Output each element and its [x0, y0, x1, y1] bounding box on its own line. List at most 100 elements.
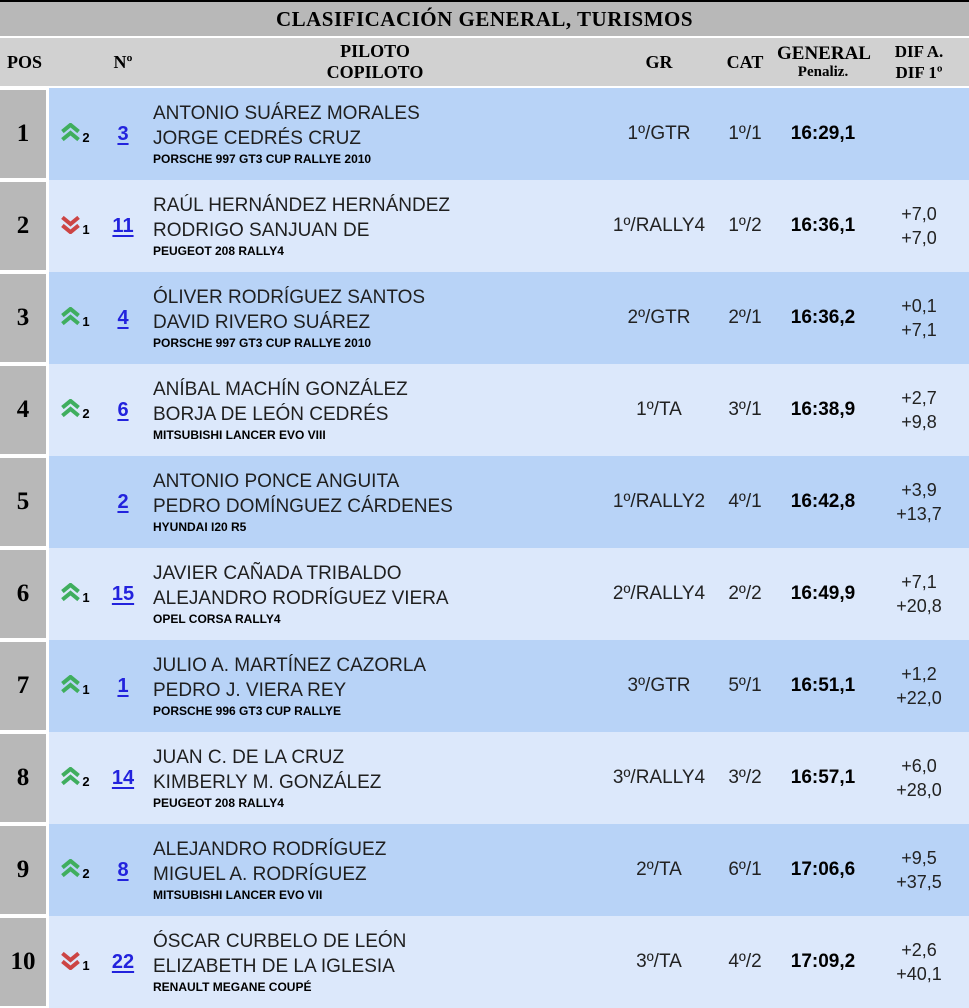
column-header-diff: DIF A. DIF 1º — [869, 41, 969, 83]
column-header-diff-prev: DIF A. — [894, 42, 944, 61]
car-number-cell: 11 — [101, 215, 145, 238]
double-chevron-down-icon — [61, 215, 81, 234]
column-header-pilot: PILOTO — [340, 41, 410, 61]
column-header-copilot: COPILOTO — [326, 62, 424, 82]
group-position: 3º/TA — [636, 951, 682, 972]
car-number-link[interactable]: 8 — [117, 858, 129, 881]
car-number-link[interactable]: 15 — [111, 582, 135, 605]
category-position: 4º/2 — [728, 951, 762, 972]
diff-to-first: +20,8 — [896, 596, 942, 616]
diff-cell: +7,0 +7,0 — [869, 202, 969, 250]
car-model: MITSUBISHI LANCER EVO VII — [153, 888, 323, 902]
group-position: 2º/GTR — [627, 307, 691, 328]
position-cell: 10 — [0, 918, 46, 1006]
car-model: PORSCHE 997 GT3 CUP RALLYE 2010 — [153, 336, 372, 350]
codriver-name: RODRIGO SANJUAN DE — [153, 220, 370, 241]
driver-name: ANÍBAL MACHÍN GONZÁLEZ — [153, 379, 408, 400]
group-position: 1º/GTR — [627, 123, 691, 144]
car-number-cell: 14 — [101, 767, 145, 790]
general-time: 17:09,2 — [790, 951, 856, 972]
car-model: MITSUBISHI LANCER EVO VIII — [153, 428, 326, 442]
codriver-name: PEDRO J. VIERA REY — [153, 680, 347, 701]
car-model: PORSCHE 997 GT3 CUP RALLYE 2010 — [153, 152, 372, 166]
double-chevron-up-icon — [61, 583, 81, 602]
driver-name: ÓLIVER RODRÍGUEZ SANTOS — [153, 287, 426, 308]
category-position: 4º/1 — [728, 491, 762, 512]
double-chevron-up-icon — [61, 123, 81, 142]
diff-to-previous: +1,2 — [901, 664, 937, 684]
driver-name: JAVIER CAÑADA TRIBALDO — [153, 563, 402, 584]
row-body: 2 ANTONIO PONCE ANGUITA PEDRO DOMÍNGUEZ … — [49, 456, 969, 548]
table-row: 9 2 8 ALEJANDRO RODRÍGUEZ MIGUEL A. RODR… — [0, 824, 969, 916]
diff-cell: +2,7 +9,8 — [869, 386, 969, 434]
diff-to-first: +37,5 — [896, 872, 942, 892]
car-number-link[interactable]: 4 — [117, 306, 129, 329]
car-number-link[interactable]: 11 — [112, 214, 134, 237]
category-position: 5º/1 — [728, 675, 762, 696]
codriver-name: JORGE CEDRÉS CRUZ — [153, 128, 361, 149]
position-change-cell: 2 — [49, 399, 101, 421]
car-number-link[interactable]: 1 — [117, 674, 129, 697]
row-body: 2 14 JUAN C. DE LA CRUZ KIMBERLY M. GONZ… — [49, 732, 969, 824]
position-change-cell: 1 — [49, 951, 101, 973]
category-position: 3º/1 — [728, 399, 762, 420]
car-model: PEUGEOT 208 RALLY4 — [153, 244, 284, 258]
position-change-value: 2 — [82, 130, 90, 145]
position-change-indicator: 1 — [60, 675, 90, 697]
general-time: 16:29,1 — [790, 123, 856, 144]
general-time: 16:51,1 — [790, 675, 856, 696]
table-row: 7 1 1 JULIO A. MARTÍNEZ CAZORLA PEDRO J.… — [0, 640, 969, 732]
diff-cell: +1,2 +22,0 — [869, 662, 969, 710]
codriver-name: PEDRO DOMÍNGUEZ CÁRDENES — [153, 496, 453, 517]
table-row: 10 1 22 ÓSCAR CURBELO DE LEÓN ELIZABETH … — [0, 916, 969, 1008]
position-change-value: 2 — [82, 774, 90, 789]
car-number-cell: 4 — [101, 307, 145, 330]
category-position: 2º/2 — [728, 583, 762, 604]
car-number-cell: 6 — [101, 399, 145, 422]
driver-name: JULIO A. MARTÍNEZ CAZORLA — [153, 655, 427, 676]
row-body: 2 6 ANÍBAL MACHÍN GONZÁLEZ BORJA DE LEÓN… — [49, 364, 969, 456]
car-number-link[interactable]: 22 — [111, 950, 135, 973]
position-cell: 6 — [0, 550, 46, 638]
crew-cell: ÓLIVER RODRÍGUEZ SANTOS DAVID RIVERO SUÁ… — [145, 285, 605, 351]
crew-cell: ÓSCAR CURBELO DE LEÓN ELIZABETH DE LA IG… — [145, 929, 605, 995]
codriver-name: KIMBERLY M. GONZÁLEZ — [153, 772, 382, 793]
position-change-value: 2 — [82, 406, 90, 421]
position-change-value: 2 — [82, 866, 90, 881]
diff-to-previous: +7,0 — [901, 204, 937, 224]
car-model: OPEL CORSA RALLY4 — [153, 612, 281, 626]
position-cell: 8 — [0, 734, 46, 822]
car-number-link[interactable]: 2 — [117, 490, 129, 513]
diff-to-first: +13,7 — [896, 504, 942, 524]
table-row: 6 1 15 JAVIER CAÑADA TRIBALDO ALEJANDRO … — [0, 548, 969, 640]
car-number-link[interactable]: 14 — [111, 766, 135, 789]
position-change-cell: 2 — [49, 859, 101, 881]
general-time: 17:06,6 — [790, 859, 856, 880]
driver-name: ANTONIO PONCE ANGUITA — [153, 471, 400, 492]
column-header-general: GENERAL Penaliz. — [777, 43, 871, 81]
diff-cell: +9,5 +37,5 — [869, 846, 969, 894]
table-row: 3 1 4 ÓLIVER RODRÍGUEZ SANTOS DAVID RIVE… — [0, 272, 969, 364]
diff-to-first: +22,0 — [896, 688, 942, 708]
car-number-link[interactable]: 3 — [117, 122, 129, 145]
position-change-indicator: 1 — [60, 951, 90, 973]
diff-to-first: +28,0 — [896, 780, 942, 800]
position-cell: 5 — [0, 458, 46, 546]
diff-to-previous: +2,7 — [901, 388, 937, 408]
row-body: 1 15 JAVIER CAÑADA TRIBALDO ALEJANDRO RO… — [49, 548, 969, 640]
double-chevron-up-icon — [61, 307, 81, 326]
table-row: 1 2 3 ANTONIO SUÁREZ MORALES JORGE CEDRÉ… — [0, 88, 969, 180]
double-chevron-up-icon — [61, 859, 81, 878]
diff-to-first: +40,1 — [896, 964, 942, 984]
position-cell: 2 — [0, 182, 46, 270]
group-position: 3º/GTR — [627, 675, 691, 696]
column-header-crew: PILOTO COPILOTO — [145, 41, 605, 83]
group-position: 2º/TA — [636, 859, 682, 880]
driver-name: RAÚL HERNÁNDEZ HERNÁNDEZ — [153, 195, 450, 216]
position-change-cell: 1 — [49, 675, 101, 697]
position-change-indicator: 1 — [60, 307, 90, 329]
crew-cell: ANÍBAL MACHÍN GONZÁLEZ BORJA DE LEÓN CED… — [145, 377, 605, 443]
crew-cell: JULIO A. MARTÍNEZ CAZORLA PEDRO J. VIERA… — [145, 653, 605, 719]
general-time: 16:38,9 — [790, 399, 856, 420]
car-number-link[interactable]: 6 — [117, 398, 129, 421]
